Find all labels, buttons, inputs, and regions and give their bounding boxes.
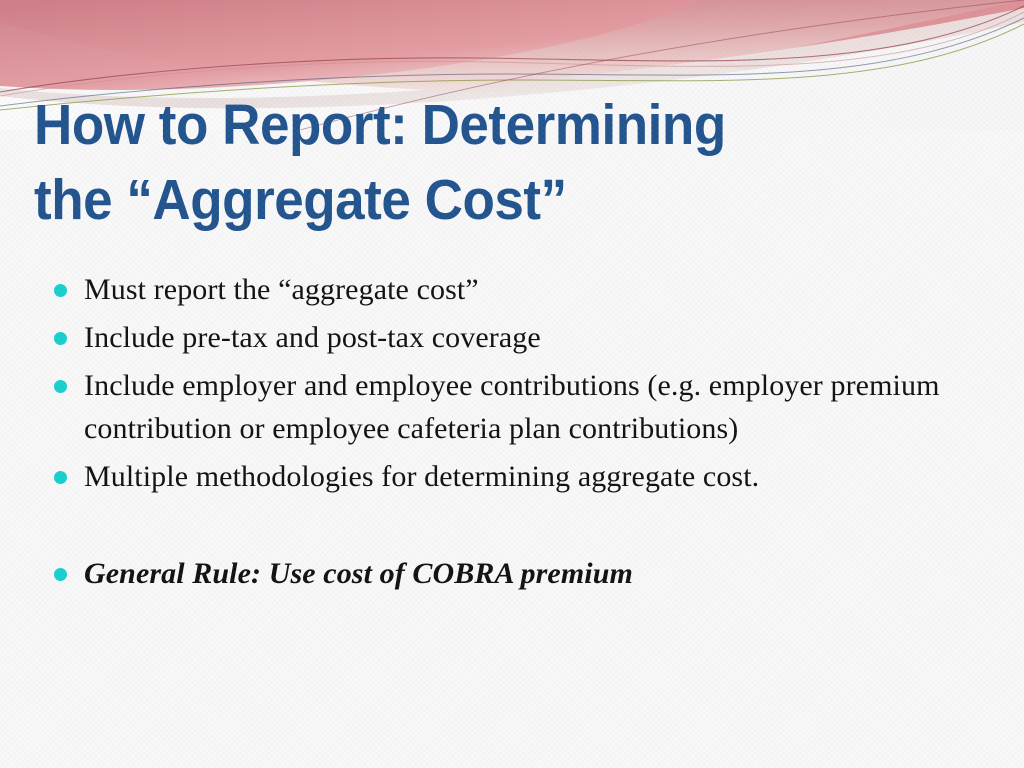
accent-line-maroon <box>0 5 1024 93</box>
title-line-2: the “Aggregate Cost” <box>34 168 567 232</box>
wave-band-pink-main <box>0 0 700 90</box>
bullet-dot-icon <box>54 471 67 484</box>
bullet-item: Include pre-tax and post-tax coverage <box>54 316 1014 359</box>
bullet-dot-icon <box>54 332 67 345</box>
bullet-text: Must report the “aggregate cost” <box>84 273 479 306</box>
wave-band-white <box>0 22 1024 130</box>
bullet-text: Multiple methodologies for determining a… <box>84 460 760 493</box>
title-line-1: How to Report: Determining <box>34 93 726 157</box>
bullet-dot-icon <box>54 284 67 297</box>
bullet-dot-icon <box>54 380 67 393</box>
bullet-item: Multiple methodologies for determining a… <box>54 455 1014 498</box>
accent-line-maroon-upper <box>299 0 1024 130</box>
slide-title: How to Report: Determining the “Aggregat… <box>34 88 934 238</box>
accent-line-olive <box>0 23 1024 111</box>
bullet-text: Include pre-tax and post-tax coverage <box>84 321 541 354</box>
accent-line-navy <box>0 17 1024 107</box>
accent-line-rose <box>0 11 1024 97</box>
bullet-item: Include employer and employee contributi… <box>54 364 1014 450</box>
bullet-item: Must report the “aggregate cost” <box>54 268 1014 311</box>
bullet-text: Include employer and employee contributi… <box>84 369 940 445</box>
slide-bullet-list: Must report the “aggregate cost” Include … <box>54 268 1014 600</box>
wave-banner-decoration <box>0 0 1024 130</box>
bullet-dot-icon <box>54 568 67 581</box>
bullet-item: General Rule: Use cost of COBRA premium <box>54 552 1014 595</box>
bullet-text: General Rule: Use cost of COBRA premium <box>84 557 633 590</box>
